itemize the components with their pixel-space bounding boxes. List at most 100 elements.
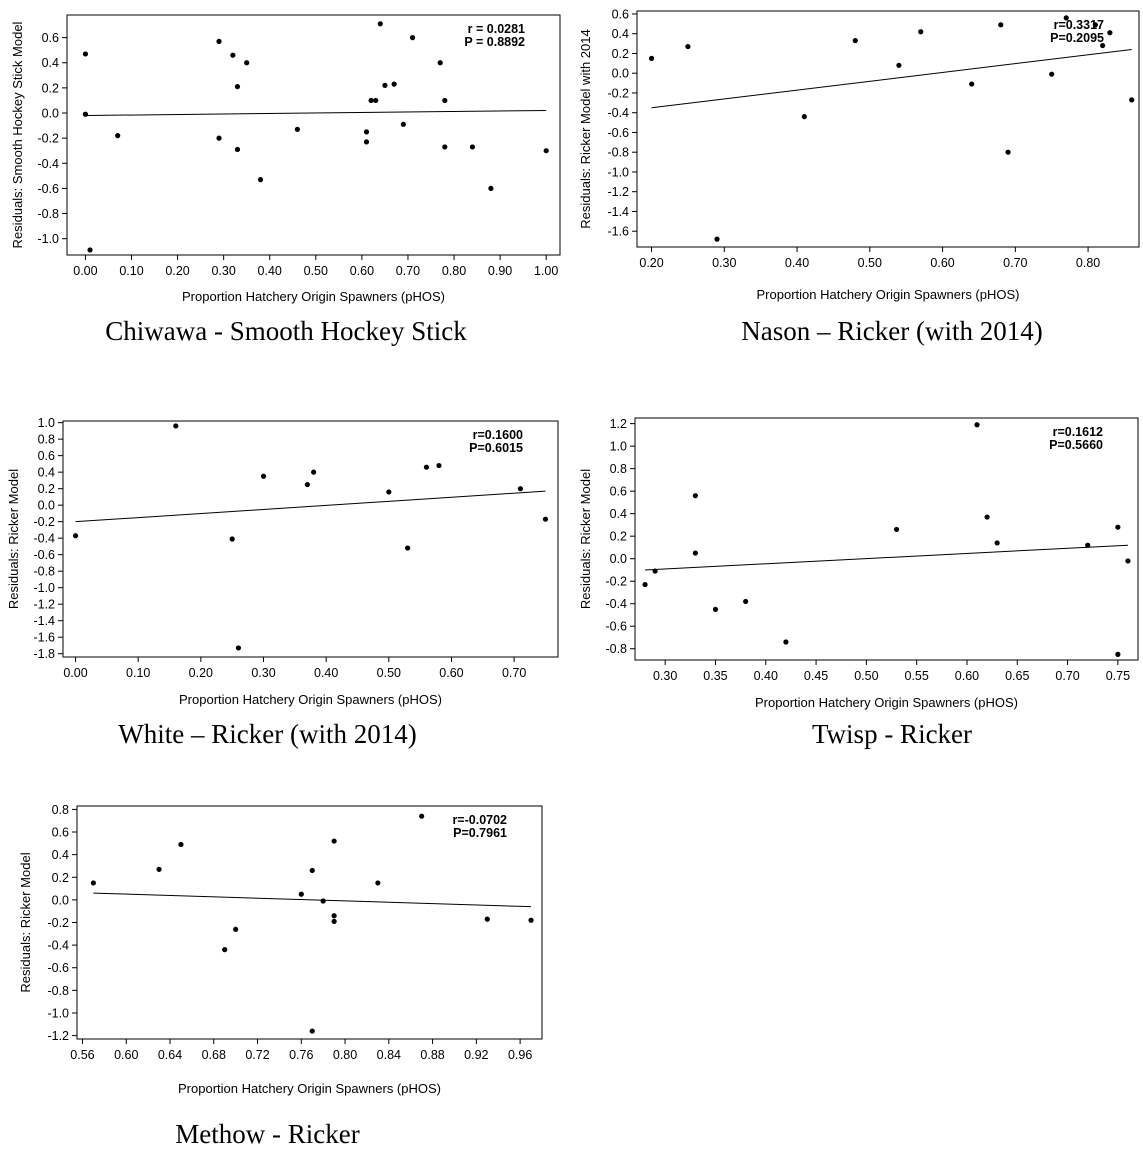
x-tick-label: 0.60 <box>955 669 979 683</box>
data-point <box>1125 558 1131 564</box>
y-tick-label: -0.8 <box>47 984 69 998</box>
data-point <box>304 481 310 488</box>
y-tick-label: 0.8 <box>52 803 69 817</box>
data-point <box>648 55 655 61</box>
y-tick-label: 0.0 <box>612 67 629 81</box>
y-tick-label: -0.4 <box>33 532 55 546</box>
x-tick-label: 0.55 <box>905 669 929 683</box>
y-tick-label: 0.0 <box>38 499 55 513</box>
x-tick-label: 0.30 <box>211 264 235 278</box>
data-point <box>382 82 388 88</box>
data-point <box>260 473 267 479</box>
chart-chiwawa: 0.00 0.10 0.20 0.30 0.40 0.50 0.60 0.70 0.80 0.90… <box>10 14 561 304</box>
x-tick-label: 0.10 <box>126 666 150 680</box>
data-point <box>173 423 179 429</box>
y-tick-label: -1.2 <box>607 185 629 199</box>
x-axis-label: Proportion Hatchery Origin Spawners (pHO… <box>178 1081 441 1096</box>
r-value-label: r = 0.0281 <box>468 22 525 36</box>
data-point <box>984 514 990 520</box>
r-value-label: r=0.1612 <box>1053 425 1103 439</box>
chart-twisp: 0.30 0.35 0.40 0.45 0.50 0.55 0.60 0.65 0.70 0.75… <box>578 417 1139 710</box>
p-value-label: P = 0.8892 <box>464 35 525 49</box>
data-point <box>652 568 658 574</box>
plot-frame <box>636 10 1140 248</box>
data-point <box>375 880 381 886</box>
x-tick-label: 1.00 <box>534 264 558 278</box>
y-axis-label: Residuals: Smooth Hockey Stick Model <box>10 21 25 248</box>
y-tick-label: -0.6 <box>605 620 627 634</box>
chart-panel-2: 0.20 0.30 0.40 0.50 0.60 0.70 0.80 0.6 0.4 0.2 0.0… <box>572 0 1143 360</box>
x-tick-label: 0.35 <box>703 669 727 683</box>
y-axis-label: Residuals: Ricker Model <box>6 469 21 609</box>
x-tick-label: 0.64 <box>158 1048 182 1062</box>
x-tick-label: 0.50 <box>304 264 328 278</box>
x-tick-label: 0.60 <box>350 264 374 278</box>
y-tick-label: -0.2 <box>37 132 59 146</box>
chart-caption: White – Ricker (with 2014) <box>118 719 417 749</box>
x-tick-label: 0.50 <box>858 256 882 270</box>
regression-line <box>645 544 1128 571</box>
data-point <box>311 469 317 475</box>
data-point <box>320 898 326 904</box>
data-point <box>1092 22 1098 28</box>
data-point <box>363 129 370 135</box>
y-tick-label: -1.0 <box>47 1006 69 1020</box>
data-point <box>386 489 392 495</box>
chart-panel-4: 0.30 0.35 0.40 0.45 0.50 0.55 0.60 0.65 0.70 0.75… <box>572 405 1143 760</box>
y-tick-label: 0.4 <box>38 466 55 480</box>
p-value-label: P=0.2095 <box>1050 31 1104 45</box>
r-value-label: r=0.1600 <box>473 428 523 442</box>
y-axis-label: Residuals: Ricker Model <box>18 852 33 992</box>
x-tick-label: 0.60 <box>439 666 463 680</box>
y-tick-label: -0.6 <box>37 182 59 196</box>
plot-frame <box>66 14 561 256</box>
chart-white: 0.00 0.10 0.20 0.30 0.40 0.50 0.60 0.70 1.0 0.8 0.… <box>6 416 559 707</box>
data-point <box>419 813 425 819</box>
y-tick-label: 0.4 <box>42 56 59 70</box>
data-point <box>542 516 549 522</box>
y-tick-label: -0.6 <box>607 126 629 140</box>
x-tick-label: 0.40 <box>314 666 338 680</box>
data-point <box>331 913 337 919</box>
r-value-label: r=-0.0702 <box>452 813 507 827</box>
data-point <box>331 838 337 844</box>
x-tick-label: 0.65 <box>1005 669 1029 683</box>
data-point <box>234 84 241 90</box>
data-point <box>72 533 79 539</box>
data-point <box>1115 651 1121 657</box>
y-tick-label: 0.2 <box>612 47 629 61</box>
data-point <box>436 462 442 469</box>
chart-nason: 0.20 0.30 0.40 0.50 0.60 0.70 0.80 0.6 0.4 0.2 0.0… <box>578 7 1140 302</box>
y-tick-label: -1.4 <box>607 205 629 219</box>
y-tick-label: -1.6 <box>33 631 55 645</box>
y-tick-label: 0.2 <box>610 530 627 544</box>
y-tick-label: 0.6 <box>610 485 627 499</box>
data-point <box>233 926 239 932</box>
regression-line <box>75 490 546 523</box>
x-tick-label: 0.40 <box>754 669 778 683</box>
y-tick-label: -0.2 <box>47 916 69 930</box>
data-point <box>517 486 524 492</box>
y-tick-label: -0.8 <box>33 565 55 579</box>
data-point <box>685 43 691 50</box>
data-point <box>437 60 443 66</box>
x-tick-label: 0.20 <box>189 666 213 680</box>
data-point <box>469 144 476 150</box>
data-point <box>484 916 490 922</box>
data-point <box>257 177 264 183</box>
y-tick-label: -1.6 <box>607 225 629 239</box>
x-tick-label: 0.90 <box>488 264 512 278</box>
x-tick-label: 0.40 <box>785 256 809 270</box>
y-tick-label: -1.0 <box>33 581 55 595</box>
r-value-label: r=0.3317 <box>1054 18 1104 32</box>
y-tick-label: 0.0 <box>52 893 69 907</box>
y-tick-label: 1.0 <box>38 416 55 430</box>
data-point <box>801 114 807 120</box>
y-tick-label: 0.2 <box>38 482 55 496</box>
data-point <box>400 121 406 127</box>
p-value-label: P=0.7961 <box>453 826 507 840</box>
data-point <box>373 97 379 104</box>
x-tick-label: 0.96 <box>508 1048 532 1062</box>
data-point <box>234 146 241 153</box>
data-point <box>528 917 534 923</box>
